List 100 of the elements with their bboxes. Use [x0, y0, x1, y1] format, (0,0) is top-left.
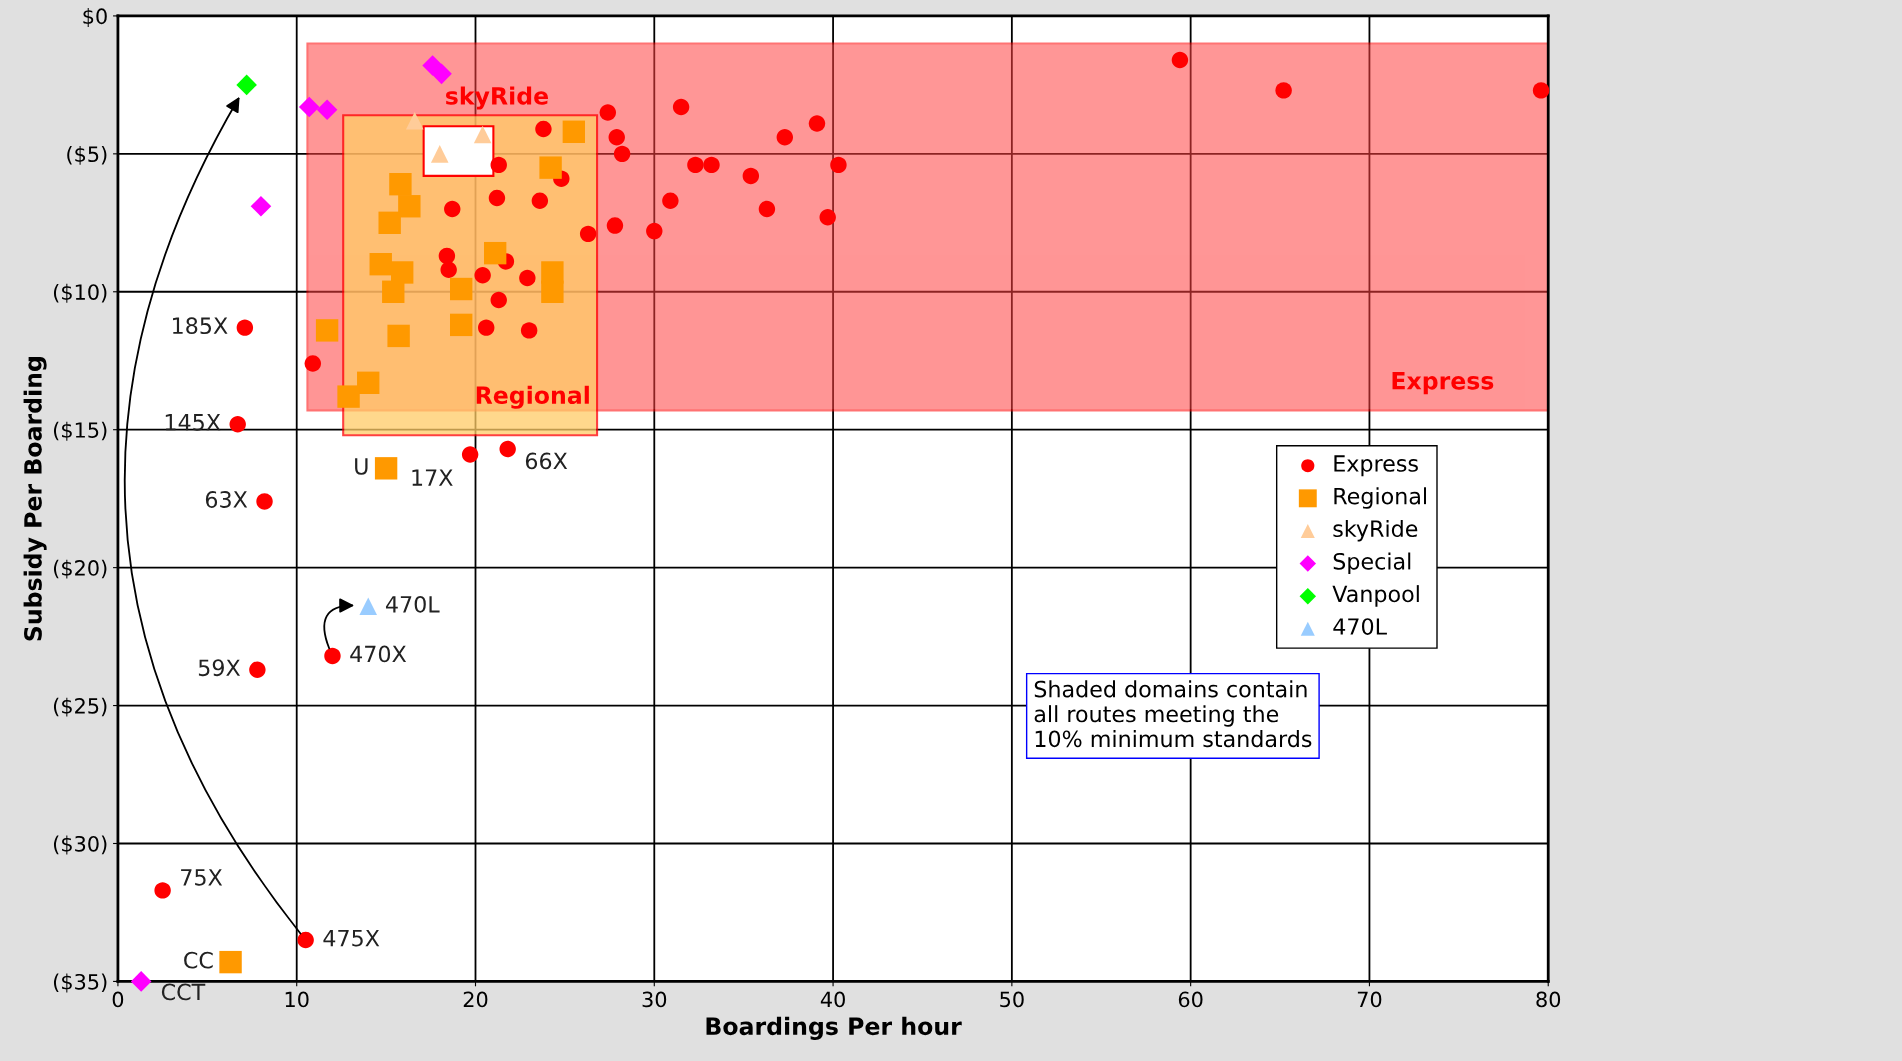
x-tick-label: 0 [112, 991, 124, 1008]
y-tick-label: ($5) [67, 145, 107, 165]
point [599, 104, 617, 121]
point [520, 322, 538, 339]
point [315, 319, 339, 342]
legend-label: Regional [1334, 487, 1427, 509]
point [703, 156, 720, 174]
point [758, 200, 776, 218]
point [474, 267, 491, 284]
annotation: 66X [525, 452, 568, 470]
point [579, 225, 597, 243]
point [405, 111, 424, 130]
point [490, 291, 507, 309]
point [359, 597, 378, 616]
point [450, 313, 473, 337]
point [324, 647, 341, 665]
y-tick-label: $0 [83, 8, 107, 27]
point [450, 277, 473, 301]
x-axis-title: Boardings Per hour [706, 1016, 962, 1040]
point [444, 200, 461, 218]
legend-label: skyRide [1333, 519, 1418, 542]
y-tick-label: ($20) [53, 559, 107, 579]
point [304, 355, 322, 372]
point [1275, 82, 1292, 99]
point [483, 241, 507, 265]
point [438, 247, 456, 265]
annotation: CC [184, 951, 213, 969]
legend-label: Special [1333, 552, 1411, 575]
legend-label: Express [1334, 455, 1418, 477]
point [229, 415, 246, 433]
x-tick-label: 10 [285, 991, 309, 1008]
point [236, 319, 254, 336]
point [478, 319, 495, 336]
legend-label: Vanpool [1332, 585, 1419, 607]
point [297, 931, 314, 949]
point [236, 74, 257, 96]
point [298, 96, 320, 118]
point [488, 189, 506, 207]
point [387, 324, 410, 348]
point [430, 145, 449, 163]
x-tick-label: 20 [463, 991, 488, 1008]
annotation: 75X [181, 869, 223, 886]
point [130, 971, 152, 992]
y-tick-label: ($30) [53, 835, 107, 855]
point [389, 172, 412, 196]
point [219, 950, 242, 974]
point [369, 252, 392, 276]
annotation: 475X [323, 929, 380, 947]
annotation: Regional [476, 385, 589, 409]
point [473, 125, 492, 144]
x-tick-label: 50 [1000, 991, 1024, 1008]
point [337, 385, 360, 408]
annotation: 470L [385, 595, 440, 613]
x-tick-label: 70 [1357, 991, 1382, 1008]
point [808, 115, 826, 132]
point [1532, 82, 1550, 99]
point [382, 280, 405, 303]
point [662, 192, 679, 209]
point [539, 156, 562, 179]
y-axis-title: Subsidy Per Boarding [23, 357, 47, 641]
point [357, 371, 380, 395]
y-tick-label: ($15) [53, 421, 107, 441]
point [154, 882, 171, 899]
y-tick-label: ($10) [53, 283, 107, 303]
point [316, 99, 338, 121]
point [830, 156, 847, 174]
annotation: 17X [412, 469, 453, 486]
point [646, 222, 663, 240]
annotation: Express [1392, 372, 1494, 395]
annotation: 145X [165, 414, 221, 431]
point [562, 120, 586, 143]
point [819, 209, 836, 226]
point [606, 217, 624, 234]
point [613, 145, 631, 163]
y-tick-label: ($35) [53, 973, 107, 993]
point [398, 195, 421, 218]
point [499, 440, 516, 458]
point [672, 98, 690, 116]
point [776, 129, 794, 146]
y-tick-label: ($25) [53, 697, 107, 717]
point [461, 446, 479, 463]
point [742, 167, 760, 185]
point [687, 156, 704, 174]
point [256, 493, 273, 510]
annotation: U [355, 458, 368, 475]
annotation: CCT [161, 983, 206, 1001]
annotation: 470X [350, 645, 407, 663]
point [1171, 51, 1189, 69]
x-tick-label: 30 [642, 991, 667, 1008]
point [440, 261, 457, 278]
x-tick-label: 60 [1178, 991, 1203, 1008]
annotation: 59X [198, 659, 241, 677]
point [608, 129, 625, 146]
point [519, 269, 536, 287]
point [374, 457, 398, 480]
point [249, 661, 266, 678]
point [531, 192, 549, 209]
point [431, 63, 452, 85]
point [490, 156, 507, 174]
point [535, 120, 552, 138]
